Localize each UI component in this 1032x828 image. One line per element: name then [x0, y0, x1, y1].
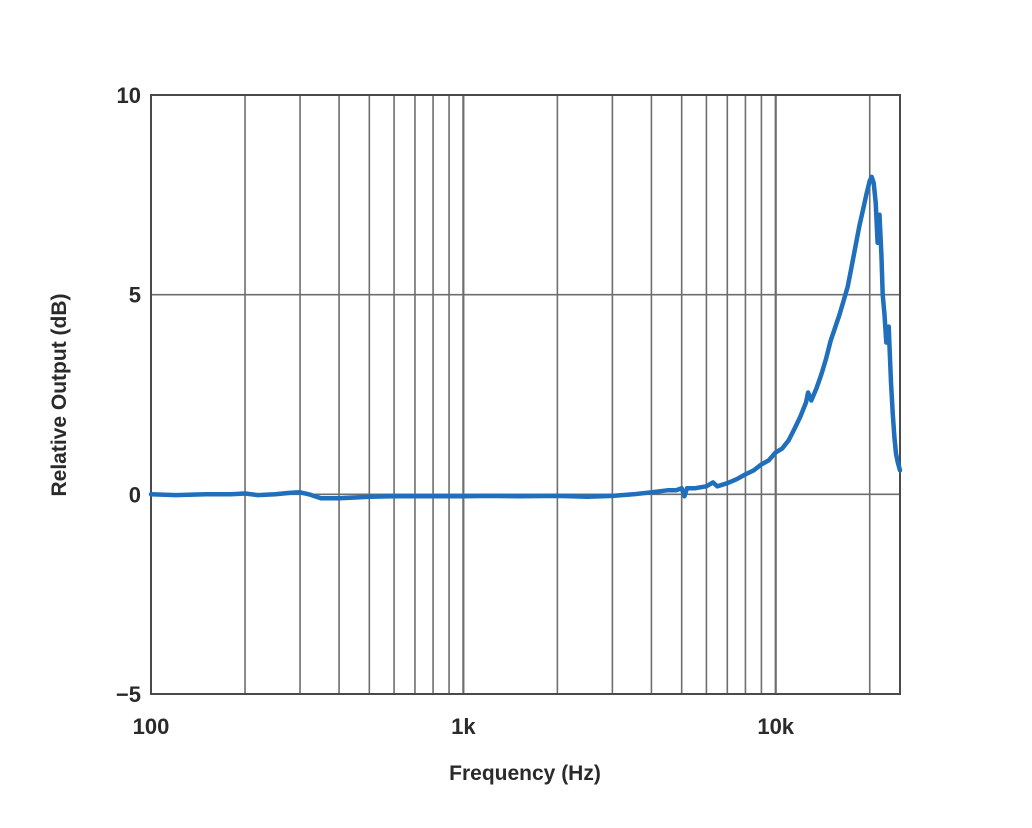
y-tick-label: 0	[129, 482, 141, 507]
y-tick-label: −5	[116, 682, 141, 707]
response-curve	[148, 174, 903, 501]
y-tick-label: 5	[129, 283, 141, 308]
grid-lines	[151, 95, 900, 694]
x-tick-label: 100	[133, 714, 170, 739]
x-tick-label: 10k	[757, 714, 794, 739]
x-tick-labels: 100 1k 10k	[133, 714, 795, 739]
x-axis-label: Frequency (Hz)	[449, 762, 601, 785]
y-tick-label: 10	[117, 83, 141, 108]
y-axis-label: Relative Output (dB)	[48, 294, 71, 497]
y-tick-labels: 10 5 0 −5	[116, 83, 141, 707]
plot-frame	[150, 94, 901, 695]
x-tick-label: 1k	[451, 714, 476, 739]
